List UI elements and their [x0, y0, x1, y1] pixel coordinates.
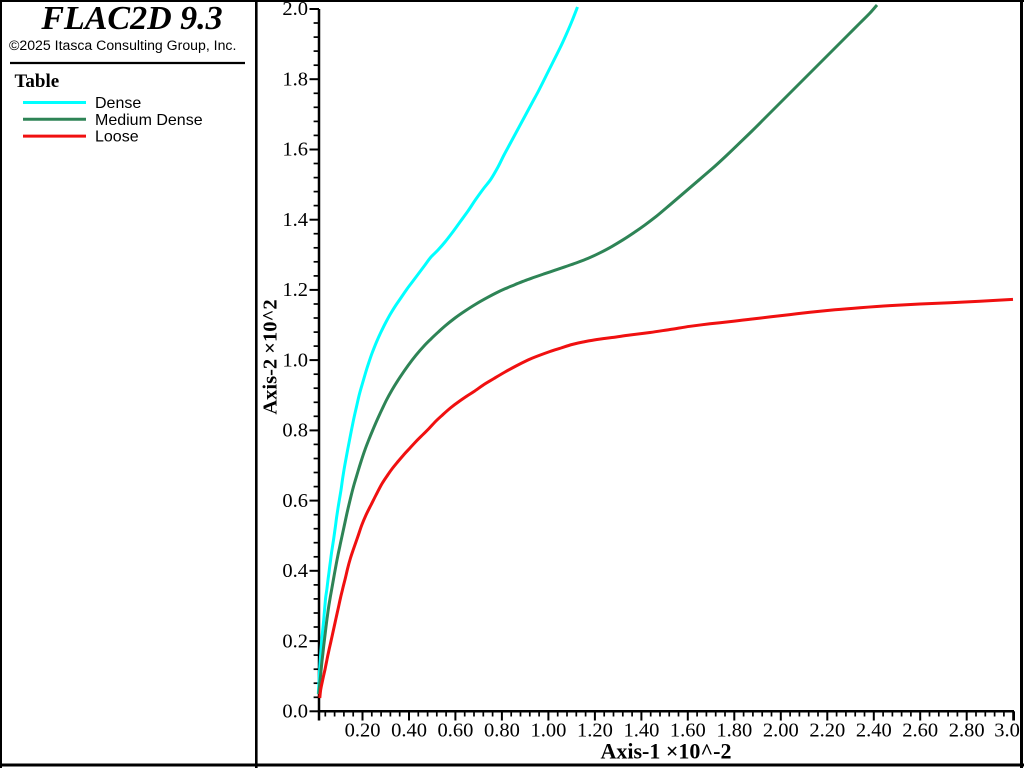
- svg-text:1.2: 1.2: [282, 279, 308, 301]
- svg-text:2.00: 2.00: [763, 720, 799, 742]
- svg-text:Axis-1 ×10^-2: Axis-1 ×10^-2: [600, 739, 731, 764]
- svg-text:1.8: 1.8: [282, 68, 308, 90]
- svg-text:Axis-2 ×10^2: Axis-2 ×10^2: [260, 299, 282, 414]
- svg-text:2.60: 2.60: [902, 720, 938, 742]
- svg-text:1.80: 1.80: [716, 720, 752, 742]
- svg-text:Table: Table: [15, 71, 60, 92]
- svg-text:Dense: Dense: [95, 95, 141, 112]
- svg-text:1.0: 1.0: [282, 349, 308, 371]
- svg-text:1.00: 1.00: [530, 720, 566, 742]
- svg-text:Loose: Loose: [95, 129, 139, 146]
- svg-text:FLAC2D 9.3: FLAC2D 9.3: [40, 0, 222, 37]
- svg-text:0.8: 0.8: [282, 420, 308, 442]
- svg-text:0.0: 0.0: [282, 701, 308, 723]
- svg-text:2.20: 2.20: [809, 720, 845, 742]
- svg-text:0.40: 0.40: [391, 720, 427, 742]
- svg-text:2.80: 2.80: [949, 720, 985, 742]
- svg-text:Medium Dense: Medium Dense: [95, 112, 203, 129]
- svg-text:1.20: 1.20: [577, 720, 613, 742]
- svg-text:0.20: 0.20: [345, 720, 381, 742]
- svg-text:1.6: 1.6: [282, 139, 308, 161]
- svg-text:0.4: 0.4: [282, 560, 308, 582]
- svg-text:0.80: 0.80: [484, 720, 520, 742]
- svg-text:2.0: 2.0: [282, 0, 308, 20]
- svg-text:0.6: 0.6: [282, 490, 308, 512]
- svg-text:1.60: 1.60: [670, 720, 706, 742]
- svg-text:0.2: 0.2: [282, 630, 308, 652]
- svg-text:1.4: 1.4: [282, 209, 308, 231]
- svg-text:©2025 Itasca Consulting Group,: ©2025 Itasca Consulting Group, Inc.: [9, 37, 236, 53]
- svg-text:3.0: 3.0: [994, 720, 1020, 742]
- svg-text:0.60: 0.60: [437, 720, 473, 742]
- svg-text:2.40: 2.40: [856, 720, 892, 742]
- svg-text:1.40: 1.40: [623, 720, 659, 742]
